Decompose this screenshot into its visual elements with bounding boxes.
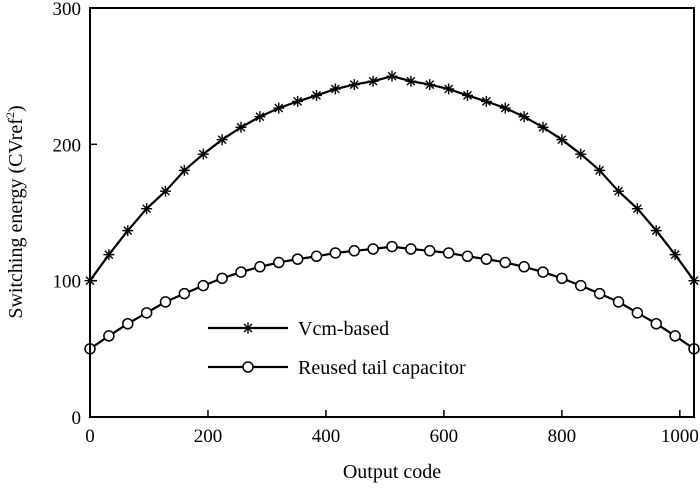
data-point	[103, 330, 115, 342]
data-point	[650, 317, 662, 330]
data-point	[160, 185, 171, 197]
x-tick-label: 800	[548, 426, 577, 447]
data-point	[575, 279, 587, 292]
legend-marker-vcm-based	[242, 322, 254, 334]
data-point	[537, 266, 549, 278]
legend-label-reused-tail-capacitor: Reused tail capacitor	[298, 357, 466, 379]
series-layer	[84, 70, 700, 355]
data-point	[235, 266, 247, 278]
data-point	[613, 185, 624, 197]
data-point	[178, 164, 190, 176]
data-point	[197, 148, 209, 160]
y-tick-label: 200	[53, 135, 82, 156]
legend-marker-symbol	[242, 322, 254, 334]
data-point	[197, 279, 209, 292]
data-point	[593, 287, 606, 300]
series-0	[84, 70, 700, 287]
data-point	[216, 272, 228, 285]
legend-marker-reused-tail-capacitor	[242, 361, 254, 373]
data-point	[386, 70, 398, 82]
data-point	[669, 249, 681, 261]
data-point	[254, 261, 266, 273]
plot-frame	[89, 7, 695, 418]
legend-label-vcm-based: Vcm-based	[298, 318, 389, 340]
data-point	[424, 79, 436, 91]
data-point	[594, 164, 606, 176]
data-point	[310, 250, 323, 263]
data-point	[424, 245, 436, 257]
data-point	[348, 245, 360, 257]
data-point	[292, 95, 304, 107]
data-point	[141, 203, 153, 215]
x-tick-label: 400	[312, 426, 341, 447]
data-point	[462, 89, 473, 101]
tick-layer: 0 200 400 600 800 1000 0 100 200 300	[53, 0, 699, 447]
data-point	[650, 225, 662, 237]
data-point	[575, 148, 587, 160]
data-point	[556, 272, 568, 285]
data-point	[254, 111, 266, 123]
y-axis-title: Switching energy (CVref2)	[3, 105, 27, 318]
data-point	[480, 95, 492, 107]
data-point	[122, 317, 134, 330]
x-axis-title: Output code	[343, 461, 441, 483]
data-point	[612, 296, 625, 308]
data-point	[386, 240, 398, 253]
data-point	[480, 253, 493, 265]
data-point	[669, 330, 681, 342]
data-point	[499, 256, 511, 269]
data-point	[537, 121, 549, 133]
data-point	[405, 75, 417, 87]
x-tick-label: 1000	[661, 426, 699, 447]
data-point	[178, 287, 191, 300]
y-tick-label: 0	[72, 408, 82, 429]
data-point	[631, 203, 643, 215]
data-point	[291, 253, 304, 265]
data-point	[329, 83, 341, 95]
data-point	[348, 79, 360, 91]
legend-marker-symbol	[242, 361, 254, 373]
data-point	[103, 249, 115, 261]
y-tick-label: 100	[53, 272, 82, 293]
data-point	[518, 261, 530, 273]
data-point	[273, 102, 285, 114]
x-tick-label: 0	[85, 426, 95, 447]
data-point	[461, 250, 474, 263]
data-point	[442, 247, 455, 259]
data-point	[556, 134, 568, 146]
y-tick-label: 300	[53, 0, 82, 20]
data-point	[443, 83, 455, 95]
x-tick-label: 600	[430, 426, 459, 447]
data-point	[631, 307, 644, 319]
data-point	[405, 243, 417, 255]
data-point	[311, 89, 322, 101]
data-point	[140, 307, 153, 319]
legend: Vcm-based Reused tail capacitor	[208, 318, 466, 379]
series-1	[84, 240, 700, 355]
data-point	[518, 111, 530, 123]
data-point	[499, 102, 511, 114]
data-point	[235, 121, 247, 133]
data-point	[367, 243, 379, 255]
data-point	[159, 296, 172, 308]
x-tick-label: 200	[194, 426, 223, 447]
data-point	[367, 75, 379, 87]
data-point	[273, 256, 285, 269]
data-point	[122, 225, 134, 237]
data-point	[216, 134, 228, 146]
data-point	[329, 247, 342, 259]
